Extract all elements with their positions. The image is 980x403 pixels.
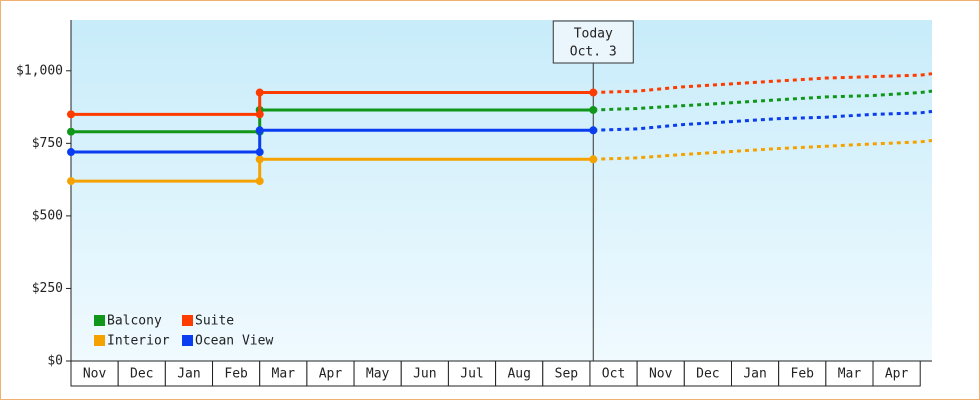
x-category-cell xyxy=(306,360,355,387)
series-line xyxy=(71,128,594,154)
point xyxy=(67,148,75,157)
x-tick-label: Nov xyxy=(649,367,673,382)
x-category-cell xyxy=(542,360,591,387)
x-tick-label: Mar xyxy=(272,367,296,382)
x-category-cell xyxy=(259,360,308,387)
today-date: Oct. 3 xyxy=(570,45,617,60)
x-tick-label: Nov xyxy=(83,367,107,382)
point xyxy=(255,177,264,186)
y-tick-label: $1,000 xyxy=(16,63,63,78)
legend-label: Ocean View xyxy=(195,334,273,349)
legend-label: Interior xyxy=(107,334,170,349)
x-tick-label: Jan xyxy=(743,367,766,382)
plot-area xyxy=(71,20,932,361)
x-category-cell xyxy=(495,360,544,387)
point xyxy=(67,177,75,186)
x-tick-label: Apr xyxy=(319,367,343,382)
legend-swatch xyxy=(94,315,105,326)
x-tick-label: Feb xyxy=(224,367,248,382)
legend-swatch xyxy=(182,315,193,326)
x-tick-label: Sep xyxy=(555,367,579,382)
point xyxy=(255,110,264,119)
x-tick-label: May xyxy=(366,367,390,382)
point xyxy=(589,126,598,135)
forecast-line xyxy=(593,138,933,161)
x-tick-label: Jan xyxy=(177,367,200,382)
today-label: Today xyxy=(574,27,613,42)
y-tick-label: $750 xyxy=(32,136,63,151)
x-tick-label: Oct xyxy=(602,367,625,382)
today-box xyxy=(552,20,634,64)
legend-label: Suite xyxy=(195,314,234,329)
x-tick-label: Apr xyxy=(885,367,909,382)
forecast-line xyxy=(593,72,933,95)
series-line xyxy=(71,91,594,116)
series-line xyxy=(71,157,594,183)
point xyxy=(589,155,598,164)
x-tick-label: Mar xyxy=(838,367,862,382)
series-line xyxy=(71,108,594,134)
forecast-line xyxy=(593,109,933,132)
x-category-cell xyxy=(400,360,449,387)
x-tick-label: Jul xyxy=(460,367,483,382)
point xyxy=(255,148,264,157)
x-tick-label: Dec xyxy=(130,367,153,382)
legend-swatch xyxy=(182,335,193,346)
x-tick-label: Aug xyxy=(507,367,530,382)
x-tick-label: Feb xyxy=(791,367,815,382)
legend-label: Balcony xyxy=(107,314,162,329)
point xyxy=(67,127,75,136)
point xyxy=(589,105,598,114)
forecast-line xyxy=(593,89,933,112)
point xyxy=(589,88,598,97)
point xyxy=(255,126,264,135)
x-tick-label: Dec xyxy=(696,367,719,382)
x-tick-label: Jun xyxy=(413,367,436,382)
point xyxy=(67,110,75,119)
x-category-cell xyxy=(353,360,402,387)
point xyxy=(255,88,264,97)
point xyxy=(255,155,264,164)
x-category-cell xyxy=(683,360,732,387)
x-category-cell xyxy=(636,360,685,387)
y-tick-label: $0 xyxy=(47,354,63,369)
y-tick-label: $500 xyxy=(32,208,63,223)
y-tick-label: $250 xyxy=(32,281,63,296)
legend-swatch xyxy=(94,335,105,346)
